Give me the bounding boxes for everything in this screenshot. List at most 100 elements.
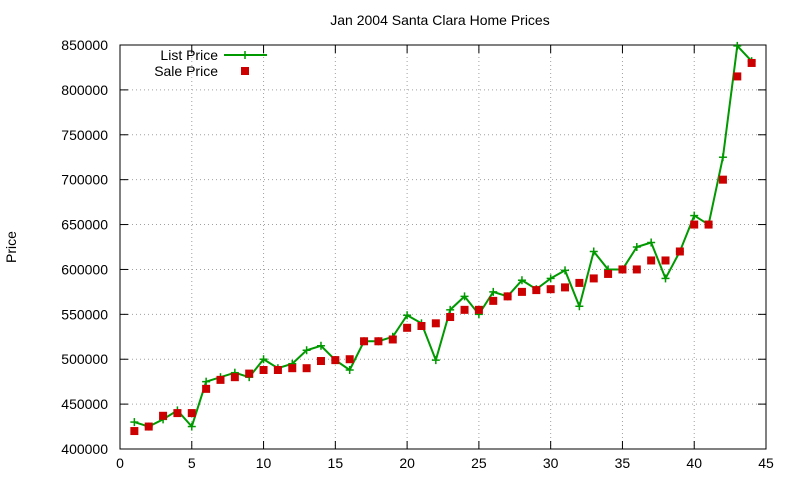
list-price-point — [546, 274, 555, 283]
sale-price-point — [546, 285, 555, 294]
list-price-point — [561, 266, 570, 275]
sale-price-point — [647, 256, 656, 265]
y-tick-label: 850000 — [61, 37, 108, 53]
legend-label-sale-price: Sale Price — [154, 63, 218, 79]
sale-price-point — [273, 365, 282, 374]
sale-price-point — [704, 220, 713, 229]
sale-price-point — [259, 365, 268, 374]
sale-price-point — [417, 322, 426, 331]
list-price-point — [589, 247, 598, 256]
sale-price-point — [144, 422, 153, 431]
list-price-point — [489, 287, 498, 296]
x-tick-label: 15 — [328, 455, 344, 471]
x-tick-label: 10 — [256, 455, 272, 471]
sale-price-point — [604, 269, 613, 278]
list-price-point — [733, 41, 742, 50]
x-tick-label: 35 — [615, 455, 631, 471]
sale-price-point — [489, 296, 498, 305]
sale-price-point — [661, 256, 670, 265]
chart-title: Jan 2004 Santa Clara Home Prices — [330, 12, 549, 28]
list-price-point — [130, 418, 139, 427]
list-price-point — [460, 292, 469, 301]
sale-price-point — [474, 305, 483, 314]
list-price-point — [302, 346, 311, 355]
list-price-point — [632, 243, 641, 251]
sale-price-point — [316, 357, 325, 366]
y-tick-label: 750000 — [61, 127, 108, 143]
y-tick-label: 550000 — [61, 306, 108, 322]
sale-price-point — [503, 292, 512, 301]
list-price-point — [431, 356, 440, 365]
sale-price-point — [517, 287, 526, 296]
sale-price-point — [747, 58, 756, 67]
y-tick-label: 650000 — [61, 217, 108, 233]
sale-price-point — [460, 305, 469, 314]
sale-price-point — [532, 286, 541, 295]
series-layer — [130, 41, 756, 436]
x-tick-label: 25 — [471, 455, 487, 471]
sale-price-point — [230, 373, 239, 382]
sale-price-point — [589, 274, 598, 283]
list-price-point — [661, 274, 670, 283]
sale-price-point — [632, 265, 641, 274]
list-price-point — [187, 422, 196, 431]
sale-price-point — [302, 364, 311, 373]
sale-price-point — [360, 337, 369, 346]
legend-label-list-price: List Price — [160, 47, 218, 63]
sale-price-point — [675, 247, 684, 256]
list-price-point — [403, 311, 412, 320]
y-tick-label: 700000 — [61, 172, 108, 188]
sale-price-point — [130, 427, 139, 436]
legend-marker-sale-price — [241, 67, 249, 75]
list-price-point — [316, 341, 325, 350]
sale-price-point — [561, 283, 570, 292]
grid-layer — [120, 45, 766, 449]
list-price-point — [647, 238, 656, 247]
list-price-point — [690, 211, 699, 220]
y-tick-label: 450000 — [61, 396, 108, 412]
list-price-point — [718, 153, 727, 162]
list-price-point — [345, 365, 354, 374]
tick-layer: 0 5 10 15 20 25 30 35 40 45 400000 450000 500000 5500… — [61, 37, 774, 471]
sale-price-point — [690, 220, 699, 229]
sale-price-point — [245, 369, 254, 378]
sale-price-point — [618, 265, 627, 274]
list-price-line — [134, 43, 753, 429]
x-tick-label: 30 — [543, 455, 559, 471]
sale-price-point — [718, 175, 727, 184]
x-tick-label: 20 — [399, 455, 415, 471]
sale-price-point — [374, 337, 383, 346]
y-tick-label: 600000 — [61, 261, 108, 277]
sale-price-point — [575, 278, 584, 287]
sale-price-point — [202, 384, 211, 393]
y-tick-label: 500000 — [61, 351, 108, 367]
x-tick-label: 0 — [116, 455, 124, 471]
sale-price-point — [173, 409, 182, 418]
sale-price-point — [388, 335, 397, 344]
sale-price-point — [159, 411, 168, 420]
x-tick-label: 5 — [188, 455, 196, 471]
y-axis-title: Price — [3, 231, 19, 263]
list-price-point — [259, 355, 268, 364]
sale-price-point — [288, 364, 297, 373]
sale-price-point — [216, 375, 225, 384]
list-price-point — [517, 276, 526, 285]
legend-marker-list-price — [241, 51, 249, 59]
sale-price-point — [446, 313, 455, 322]
list-price-point — [446, 305, 455, 314]
sale-price-point — [431, 319, 440, 328]
y-tick-label: 800000 — [61, 82, 108, 98]
list-price-point — [202, 377, 211, 386]
plot-frame — [119, 44, 767, 450]
sale-price-point — [331, 356, 340, 365]
sale-price-point — [345, 355, 354, 364]
x-tick-label: 40 — [686, 455, 702, 471]
sale-price-point — [403, 323, 412, 332]
sale-price-point — [187, 409, 196, 418]
sale-price-point — [733, 72, 742, 81]
x-tick-label: 45 — [758, 455, 774, 471]
list-price-point — [575, 302, 584, 311]
